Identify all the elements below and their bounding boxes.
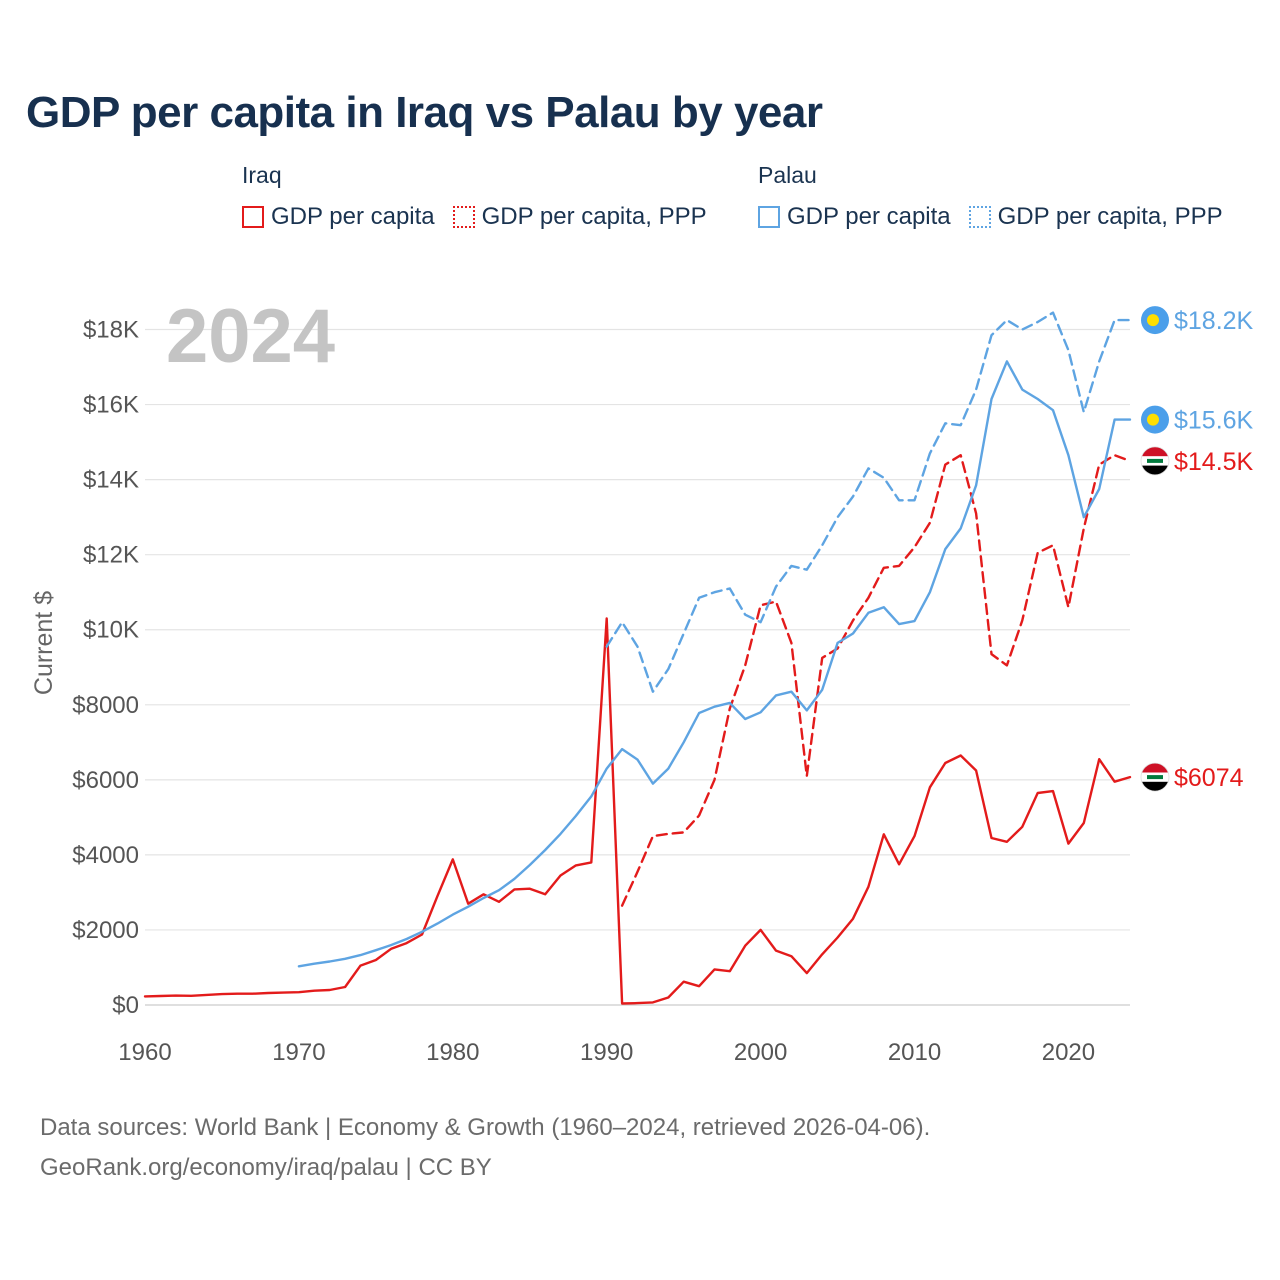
x-axis-ticks: 1960 1970 1980 1990 2000 2010 2020 [118, 1039, 1095, 1066]
x-tick-label: 1990 [580, 1039, 633, 1066]
series-line-0[interactable] [143, 617, 1132, 1005]
y-tick-label: $14K [83, 467, 139, 494]
x-tick-label: 2010 [888, 1039, 941, 1066]
series-line-2[interactable] [297, 360, 1132, 968]
y-tick-label: $2000 [72, 917, 139, 944]
legend-group-name: Palau [758, 162, 817, 188]
end-value-label: $15.6K [1174, 407, 1254, 435]
legend-item-palau-gdp-ppp[interactable]: GDP per capita, PPP [968, 203, 1223, 231]
x-tick-label: 1970 [272, 1039, 325, 1066]
iraq-flag-icon [1140, 762, 1170, 792]
y-tick-label: $16K [83, 392, 139, 419]
iraq-flag-icon [1140, 446, 1170, 476]
year-label: 2024 [166, 294, 335, 379]
end-value-label: $18.2K [1174, 307, 1254, 335]
footer-sources: Data sources: World Bank | Economy & Gro… [40, 1114, 931, 1141]
footer-link[interactable]: GeoRank.org/economy/iraq/palau | CC BY [40, 1154, 492, 1181]
legend-swatch-dotted-icon [452, 206, 475, 228]
end-value-label: $6074 [1174, 764, 1244, 792]
y-tick-label: $18K [83, 317, 139, 344]
x-tick-label: 2020 [1042, 1039, 1095, 1066]
y-tick-label: $6000 [72, 767, 139, 794]
legend-swatch-solid-icon [242, 206, 264, 228]
grid-lines [145, 328, 1130, 1006]
y-tick-label: $0 [112, 992, 139, 1019]
x-tick-label: 1980 [426, 1039, 479, 1066]
x-tick-label: 1960 [118, 1039, 171, 1066]
palau-flag-icon [1141, 306, 1169, 335]
legend-swatch-dotted-icon [968, 206, 991, 228]
series-line-3[interactable] [605, 311, 1132, 693]
chart-title: GDP per capita in Iraq vs Palau by year [26, 88, 823, 137]
legend-item-iraq-gdp[interactable]: GDP per capita [242, 203, 435, 231]
line-chart: 2024 $0$2000$4000$6000$8000$10K$12K$14K$… [30, 294, 1254, 1066]
legend-label: GDP per capita, PPP [481, 203, 707, 230]
legend-item-iraq-gdp-ppp[interactable]: GDP per capita, PPP [452, 203, 707, 231]
y-tick-label: $12K [83, 542, 139, 569]
y-axis-title: Current $ [30, 591, 58, 695]
legend-label: GDP per capita, PPP [997, 203, 1223, 230]
y-tick-label: $8000 [72, 692, 139, 719]
legend-swatch-solid-icon [758, 206, 780, 228]
end-value-label: $14.5K [1174, 448, 1254, 476]
series-line-1[interactable] [620, 454, 1132, 907]
y-axis-ticks: $0 $2000 $4000 $6000 $8000 $10K $12K $14K $16K $1… [72, 317, 139, 1019]
legend-group-palau: Palau GDP per capita GDP per capita, PPP [758, 162, 1223, 231]
x-tick-label: 2000 [734, 1039, 787, 1066]
legend-group-iraq: Iraq GDP per capita GDP per capita, PPP [242, 162, 707, 231]
legend-label: GDP per capita [271, 203, 435, 230]
series-lines [143, 311, 1132, 1005]
legend-item-palau-gdp[interactable]: GDP per capita [758, 203, 951, 231]
footer: Data sources: World Bank | Economy & Gro… [40, 1108, 930, 1188]
legend-group-name: Iraq [242, 162, 282, 188]
palau-flag-icon [1141, 405, 1169, 434]
y-tick-label: $4000 [72, 842, 139, 869]
y-tick-label: $10K [83, 617, 139, 644]
end-labels: $6074 $14.5K $15.6K $18.2K [1140, 306, 1254, 792]
legend-label: GDP per capita [787, 203, 951, 230]
